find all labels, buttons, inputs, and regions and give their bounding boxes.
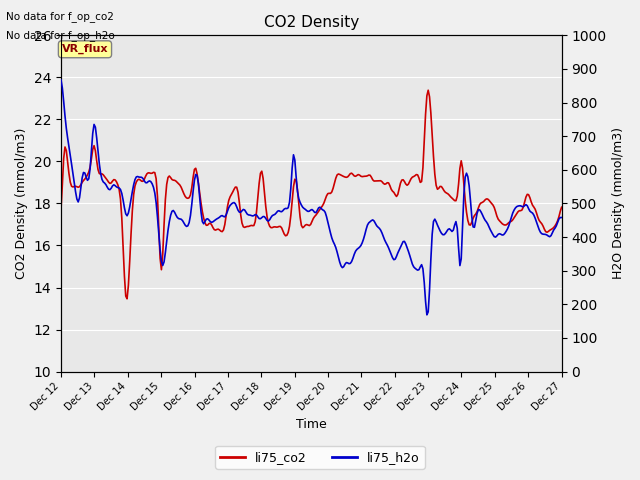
Title: CO2 Density: CO2 Density <box>264 15 359 30</box>
Legend: li75_co2, li75_h2o: li75_co2, li75_h2o <box>215 446 425 469</box>
Y-axis label: H2O Density (mmol/m3): H2O Density (mmol/m3) <box>612 128 625 279</box>
Text: No data for f_op_h2o: No data for f_op_h2o <box>6 30 115 41</box>
Y-axis label: CO2 Density (mmol/m3): CO2 Density (mmol/m3) <box>15 128 28 279</box>
Text: VR_flux: VR_flux <box>61 44 108 54</box>
X-axis label: Time: Time <box>296 419 326 432</box>
Text: No data for f_op_co2: No data for f_op_co2 <box>6 11 115 22</box>
